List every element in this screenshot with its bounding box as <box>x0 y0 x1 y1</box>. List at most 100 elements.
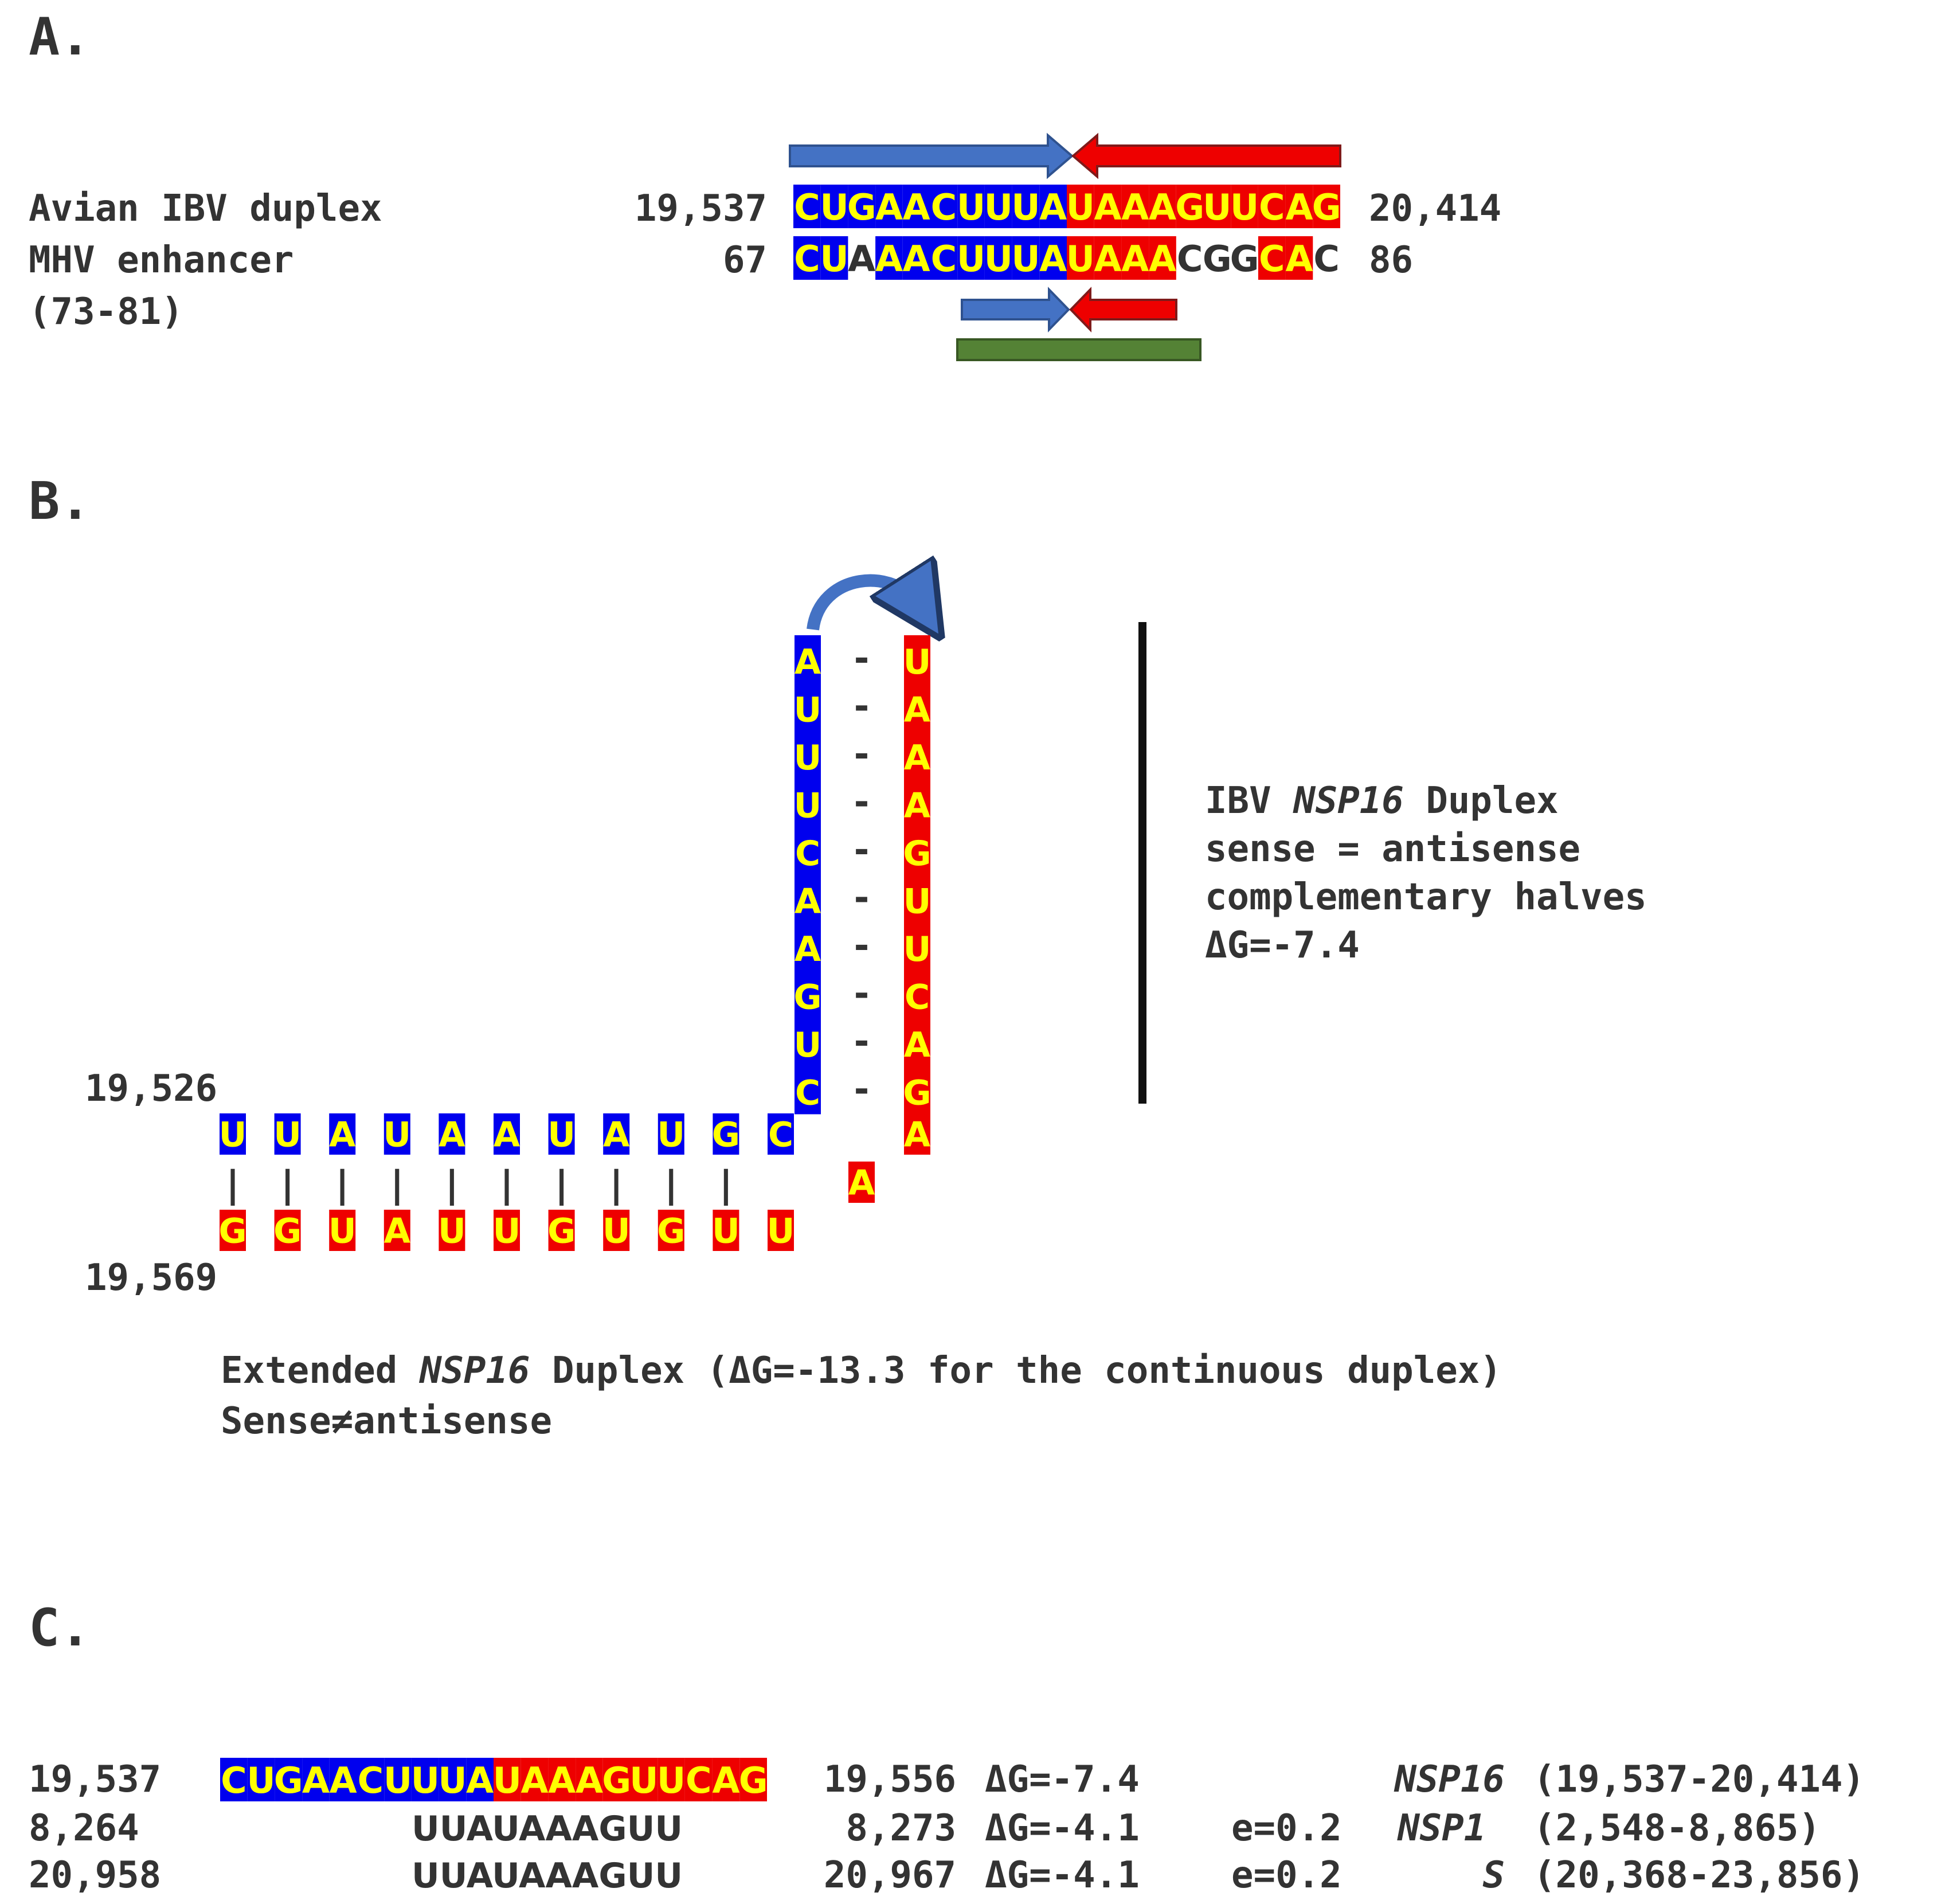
row2-nt: U <box>1066 238 1095 280</box>
c-row1-nt: C <box>686 1760 712 1801</box>
stem-left-nt-box <box>795 1018 821 1066</box>
c-row1-nt-box <box>576 1758 603 1801</box>
stem-left-nt-box <box>795 635 821 683</box>
bottom-bottom-nt: U <box>767 1211 795 1252</box>
c-row2-start: 8,264 <box>29 1807 139 1850</box>
bottom-bottom-nt-box <box>658 1210 684 1251</box>
row1-nt: A <box>1149 186 1176 228</box>
bottom-top-nt-box <box>658 1113 684 1155</box>
row2-nt-box <box>1258 236 1286 280</box>
bottom-bottom-nt-box <box>713 1210 739 1251</box>
panel-a-label: A. <box>29 7 91 67</box>
c-row1-nt-box <box>602 1758 631 1801</box>
row2-nt: U <box>984 238 1013 280</box>
c-row1-nt-box <box>411 1758 439 1801</box>
bottom-bottom-nt: U <box>328 1211 357 1252</box>
c-row1-nt: U <box>629 1760 658 1801</box>
stem-right-nt-box <box>904 970 930 1019</box>
c-row1-nt: U <box>411 1760 440 1801</box>
row1-nt-box <box>1285 185 1313 228</box>
caption-line2: Sense≠antisense <box>221 1400 552 1442</box>
row2-nt-box <box>1012 236 1040 280</box>
stem-right-nt-box <box>904 731 930 779</box>
bottom-bottom-nt: U <box>438 1211 466 1252</box>
bottom-pairing-bars: | | | | | | | | | | <box>222 1164 737 1206</box>
row1-name: Avian IBV duplex <box>29 187 382 230</box>
bottom-top-nt-box <box>439 1113 465 1155</box>
row1-nt: A <box>1285 186 1313 228</box>
stem-right-nt-box <box>904 779 930 827</box>
bottom-pair-bar: | <box>496 1164 518 1206</box>
row1-end: 20,414 <box>1369 187 1501 230</box>
c-row1-nt-box <box>220 1758 248 1801</box>
bottom-top-nt-box <box>383 1113 410 1155</box>
stem-pair-dash: - <box>851 925 873 967</box>
c-row1-nt: G <box>274 1760 303 1801</box>
c-row1-nt: G <box>739 1760 768 1801</box>
bottom-top-nt-box <box>329 1113 356 1155</box>
stem-pair-dash: - <box>851 686 873 728</box>
position-19569: 19,569 <box>85 1257 217 1299</box>
stem-left-nt-box <box>795 1066 821 1115</box>
c-row1-nt: U <box>438 1760 467 1801</box>
bottom-top-nt: U <box>657 1115 685 1155</box>
row2-nt: G <box>1203 238 1232 280</box>
row1-nt: G <box>847 186 876 228</box>
row1-nt-box <box>1231 185 1258 228</box>
row2-nt: A <box>1039 238 1067 280</box>
row2-nt: A <box>1285 238 1313 280</box>
row1-nt-box <box>984 185 1012 228</box>
row1-nt: U <box>1203 186 1231 228</box>
c-row1-nt-box <box>739 1758 767 1801</box>
blue-arrow-right <box>789 132 1074 179</box>
row2-end: 86 <box>1369 239 1413 282</box>
c-row3-e: e=0.2 <box>1231 1854 1342 1897</box>
row1-nt: A <box>1121 186 1149 228</box>
right-end-nt-box <box>904 1113 930 1155</box>
row1-nt-box <box>820 185 848 228</box>
green-bar <box>956 338 1202 361</box>
stem-left-nt-box <box>795 683 821 732</box>
stem-right-nt: C <box>905 978 930 1018</box>
c-row1-nt: U <box>657 1760 686 1801</box>
row1-nt: C <box>931 186 957 228</box>
c-row1-nt: A <box>548 1760 576 1801</box>
bottom-bottom-nt-box <box>548 1210 575 1251</box>
bottom-bottom-nt: U <box>493 1211 521 1252</box>
bottom-arrows <box>961 287 1177 333</box>
row2-name: MHV enhancer <box>29 239 293 282</box>
c-row1-nt-box <box>329 1758 357 1801</box>
bottom-bottom-nt-box <box>439 1210 465 1251</box>
bottom-top-nt: U <box>219 1115 247 1155</box>
bottom-bottom-nt: G <box>547 1211 576 1252</box>
row1-nt-box <box>875 185 903 228</box>
row1-nt-box <box>930 185 958 228</box>
caption-line1: Extended NSP16 Duplex (ΔG=-13.3 for the … <box>221 1350 1502 1392</box>
bottom-top-nt: A <box>494 1115 520 1155</box>
row1-nt-box <box>1313 185 1340 228</box>
row2-nt-box <box>1121 236 1149 280</box>
bottom-pair-bar: | <box>331 1164 354 1206</box>
row1-nt: G <box>1312 186 1341 228</box>
stem-left-nt-box <box>795 731 821 779</box>
row1-nt-box <box>1012 185 1040 228</box>
bulge-nt: A <box>848 1163 875 1203</box>
c-row1-nt: U <box>383 1760 412 1801</box>
row1-nt: U <box>1066 186 1095 228</box>
row2-nt: A <box>848 238 875 280</box>
bottom-top-nt-box <box>548 1113 575 1155</box>
panel-c-label: C. <box>29 1598 91 1658</box>
bottom-top-nt: A <box>329 1115 356 1155</box>
stem-right-nt-box <box>904 827 930 875</box>
bottom-bottom-nt: A <box>384 1211 411 1252</box>
c-row1-nt-box <box>275 1758 303 1801</box>
bottom-bottom-nt: U <box>712 1211 740 1252</box>
bottom-bottom-nt: G <box>273 1211 302 1252</box>
panel-b-label: B. <box>29 471 91 531</box>
stem-right-nt: A <box>904 738 931 778</box>
